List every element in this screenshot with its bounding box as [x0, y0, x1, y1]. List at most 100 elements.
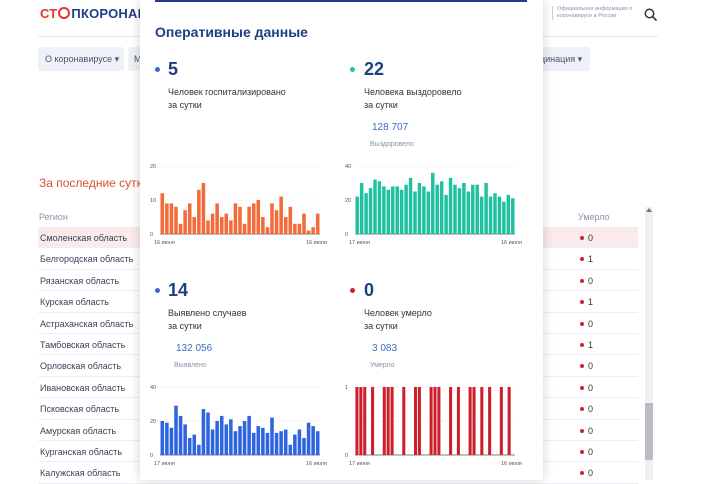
chart-bar[interactable] [210, 213, 215, 234]
chart-bar[interactable] [247, 206, 251, 234]
chart-bar[interactable] [261, 427, 265, 455]
chart-bar[interactable] [293, 434, 297, 455]
chart-bar[interactable] [192, 434, 197, 455]
site-logo[interactable]: СТ ПКОРОНАВИ [40, 6, 157, 21]
chart-bar[interactable] [206, 220, 210, 234]
chart-bar[interactable] [187, 203, 192, 234]
chart-bar[interactable] [270, 417, 274, 455]
chart-bar[interactable] [160, 193, 165, 234]
chart-bar[interactable] [160, 421, 165, 455]
chart-bar[interactable] [279, 431, 283, 455]
chart-bar[interactable] [283, 429, 288, 456]
chart-bar[interactable] [201, 409, 206, 455]
chart-bar[interactable] [256, 426, 261, 455]
chart-bar[interactable] [169, 427, 174, 455]
chart-bar[interactable] [297, 223, 302, 234]
chart-bar[interactable] [475, 184, 479, 234]
chart-bar[interactable] [238, 206, 242, 234]
chart-bar[interactable] [506, 194, 511, 234]
chart-bar[interactable] [417, 183, 422, 234]
chart-bar[interactable] [507, 387, 511, 455]
chart-bar[interactable] [429, 387, 433, 455]
chart-bar[interactable] [426, 191, 431, 235]
chart-bar[interactable] [368, 188, 373, 234]
chart-bar[interactable] [178, 415, 183, 455]
chart-bar[interactable] [265, 227, 270, 234]
chart-bar[interactable] [457, 188, 462, 234]
chart-bar[interactable] [229, 419, 233, 455]
chart-bar[interactable] [373, 179, 377, 234]
chart-bar[interactable] [233, 203, 238, 234]
chart-bar[interactable] [242, 421, 247, 455]
chart-bar[interactable] [386, 189, 391, 234]
chart-bar[interactable] [364, 193, 368, 234]
chart-bar[interactable] [433, 387, 437, 455]
chart-bar[interactable] [408, 177, 413, 234]
chart-bar[interactable] [462, 183, 466, 234]
chart-bar[interactable] [444, 194, 448, 234]
chart-bar[interactable] [306, 230, 311, 234]
chart-bar[interactable] [219, 415, 224, 455]
chart-bar[interactable] [238, 426, 242, 455]
chart-bar[interactable] [224, 213, 229, 234]
chart-bar[interactable] [288, 444, 293, 455]
chart-bar[interactable] [468, 387, 472, 455]
chart-bar[interactable] [456, 387, 460, 455]
chart-bar[interactable] [224, 424, 229, 455]
chart-bar[interactable] [390, 387, 394, 455]
chart-bar[interactable] [311, 227, 315, 234]
chart-bar[interactable] [197, 444, 201, 455]
scrollbar-thumb[interactable] [645, 403, 653, 460]
chart-bar[interactable] [229, 220, 233, 234]
table-scrollbar[interactable] [645, 207, 653, 480]
chart-bar[interactable] [297, 429, 302, 456]
chart-bar[interactable] [404, 184, 408, 234]
chart-bar[interactable] [355, 196, 359, 234]
chart-bar[interactable] [439, 181, 444, 234]
chart-bar[interactable] [261, 217, 265, 234]
chart-bar[interactable] [382, 186, 386, 234]
chart-bar[interactable] [251, 203, 256, 234]
chart-bar[interactable] [402, 387, 406, 455]
chart-bar[interactable] [466, 191, 471, 235]
chart-bar[interactable] [488, 196, 493, 234]
chart-bar[interactable] [201, 183, 206, 234]
chart-bar[interactable] [274, 210, 279, 234]
chart-bar[interactable] [206, 412, 210, 456]
chart-bar[interactable] [183, 424, 187, 455]
chart-bar[interactable] [174, 405, 178, 455]
chart-bar[interactable] [219, 217, 224, 234]
chart-bar[interactable] [359, 183, 364, 234]
chart-bar[interactable] [302, 213, 306, 234]
chart-bar[interactable] [247, 415, 251, 455]
chart-bar[interactable] [215, 203, 219, 234]
chart-bar[interactable] [165, 422, 169, 455]
chart-bar[interactable] [315, 431, 320, 455]
chart-bar[interactable] [293, 223, 297, 234]
chart-bar[interactable] [283, 217, 288, 234]
chart-bar[interactable] [256, 200, 261, 234]
chart-bar[interactable] [502, 201, 506, 234]
chart-bar[interactable] [471, 184, 475, 234]
chart-bar[interactable] [183, 210, 187, 234]
chart-bar[interactable] [480, 387, 484, 455]
chart-bar[interactable] [215, 421, 219, 455]
chart-bar[interactable] [511, 198, 515, 234]
scroll-up-icon[interactable] [646, 208, 652, 212]
chart-bar[interactable] [270, 203, 274, 234]
chart-bar[interactable] [391, 186, 395, 234]
chart-bar[interactable] [279, 196, 283, 234]
search-icon[interactable] [644, 8, 658, 22]
chart-bar[interactable] [448, 177, 453, 234]
chart-bar[interactable] [422, 186, 426, 234]
chart-bar[interactable] [497, 196, 502, 234]
chart-bar[interactable] [386, 387, 390, 455]
chart-bar[interactable] [413, 191, 417, 235]
chart-bar[interactable] [499, 387, 503, 455]
chart-bar[interactable] [192, 217, 197, 234]
chart-bar[interactable] [431, 172, 435, 234]
chart-bar[interactable] [371, 387, 375, 455]
chart-bar[interactable] [472, 387, 476, 455]
chart-bar[interactable] [187, 438, 192, 455]
chart-bar[interactable] [488, 387, 492, 455]
